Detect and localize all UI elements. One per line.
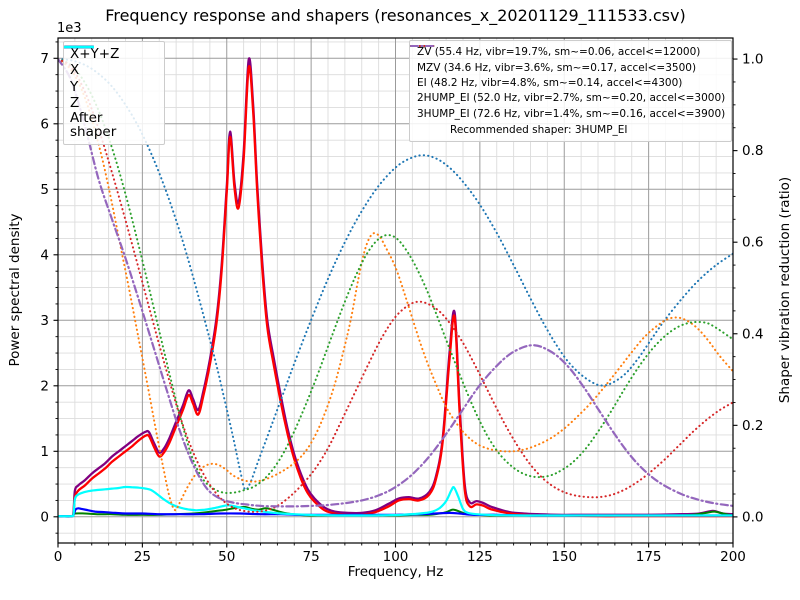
shaper-curve-2hump-ei: [58, 58, 733, 513]
x-tick-label: 200: [720, 549, 746, 565]
legend-recommended-note: Recommended shaper: 3HUMP_EI: [450, 123, 628, 136]
y-tick-label-right: 0.0: [742, 509, 763, 525]
legend-shapers: ZV (55.4 Hz, vibr=19.7%, sm~=0.06, accel…: [409, 40, 732, 143]
y-tick-label-left: 5: [40, 182, 49, 198]
y-tick-label-left: 2: [40, 378, 49, 394]
x-tick-label: 175: [636, 549, 662, 565]
legend-line-sample-3hump-ei: [410, 45, 436, 47]
x-tick-label: 50: [218, 549, 235, 565]
legend-label: MZV (34.6 Hz, vibr=3.6%, sm~=0.17, accel…: [417, 61, 697, 74]
chart-title: Frequency response and shapers (resonanc…: [105, 6, 686, 25]
psd-curve-after-shaper: [58, 485, 733, 518]
legend-psd-item-z: Z: [64, 45, 158, 111]
legend-label: ZV (55.4 Hz, vibr=19.7%, sm~=0.06, accel…: [417, 46, 701, 59]
shaper-curve-mzv: [58, 58, 733, 512]
legend-label: X+Y+Z: [70, 46, 120, 63]
x-tick-label: 150: [551, 549, 577, 565]
shaper-curve-zv: [58, 58, 733, 491]
legend-shaper-item-mzv: MZV (34.6 Hz, vibr=3.6%, sm~=0.17, accel…: [410, 45, 724, 75]
x-tick-label: 75: [303, 549, 320, 565]
legend-label: X: [70, 62, 80, 79]
x-tick-label: 25: [134, 549, 151, 565]
x-tick-label: 100: [383, 549, 409, 565]
psd-curve-x: [58, 65, 733, 518]
legend-shaper-item-3hump-ei: 3HUMP_EI (72.6 Hz, vibr=1.4%, sm~=0.16, …: [410, 45, 726, 122]
y-tick-label-left: 4: [40, 247, 49, 263]
y-tick-label-left: 7: [40, 51, 49, 67]
legend-label: EI (48.2 Hz, vibr=4.8%, sm~=0.14, accel<…: [417, 76, 683, 89]
y-tick-label-left: 6: [40, 116, 49, 132]
shaper-curve-3hump-ei: [58, 58, 733, 508]
legend-psd-item-after-shaper: After shaper: [64, 45, 158, 141]
y-axis-offset-text: 1e3: [57, 21, 82, 36]
legend-psd-item-y: Y: [64, 45, 158, 95]
legend-shaper-item-ei: EI (48.2 Hz, vibr=4.8%, sm~=0.14, accel<…: [410, 45, 724, 91]
legend-shaper-item-2hump-ei: 2HUMP_EI (52.0 Hz, vibr=2.7%, sm~=0.20, …: [410, 45, 726, 106]
x-axis-label: Frequency, Hz: [347, 564, 444, 580]
y-tick-label-right: 0.6: [742, 235, 763, 251]
x-tick-label: 125: [467, 549, 493, 565]
y-axis-label-left: Power spectral density: [7, 213, 23, 367]
legend-label: 3HUMP_EI (72.6 Hz, vibr=1.4%, sm~=0.16, …: [417, 107, 726, 120]
y-tick-label-right: 0.2: [742, 418, 763, 434]
y-tick-label-left: 1: [40, 444, 49, 460]
legend-psd-item-x: X: [64, 45, 158, 79]
y-tick-label-right: 0.8: [742, 143, 763, 159]
psd-curve-x-y-z: [58, 57, 733, 518]
y-tick-label-right: 1.0: [742, 52, 763, 68]
y-tick-label-left: 3: [40, 313, 49, 329]
legend-line-sample-after-shaper: [64, 45, 94, 49]
legend-label: After shaper: [70, 110, 117, 141]
legend-shaper-item-zv: ZV (55.4 Hz, vibr=19.7%, sm~=0.06, accel…: [410, 45, 724, 60]
curves-layer: [58, 57, 733, 518]
y-tick-label-right: 0.4: [742, 326, 763, 342]
legend-label: Y: [70, 78, 79, 95]
legend-psd: X+Y+Z X Y Z After shaper: [63, 41, 165, 145]
x-tick-label: 0: [54, 549, 63, 565]
shaper-curve-ei: [58, 58, 733, 495]
legend-label: Z: [70, 94, 80, 111]
legend-label: 2HUMP_EI (52.0 Hz, vibr=2.7%, sm~=0.20, …: [417, 92, 726, 105]
y-tick-label-left: 0: [40, 509, 49, 525]
y-axis-label-right: Shaper vibration reduction (ratio): [777, 176, 793, 404]
